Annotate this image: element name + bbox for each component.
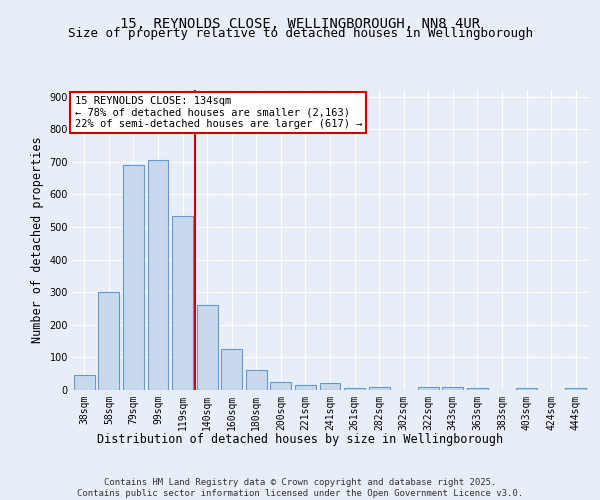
Bar — [295, 385, 316, 390]
Bar — [148, 160, 169, 390]
Bar — [368, 386, 389, 390]
Text: 15, REYNOLDS CLOSE, WELLINGBOROUGH, NN8 4UR: 15, REYNOLDS CLOSE, WELLINGBOROUGH, NN8 … — [120, 18, 480, 32]
Text: Size of property relative to detached houses in Wellingborough: Size of property relative to detached ho… — [67, 28, 533, 40]
Bar — [271, 382, 292, 390]
Y-axis label: Number of detached properties: Number of detached properties — [31, 136, 44, 344]
Bar — [172, 216, 193, 390]
Bar — [442, 388, 463, 390]
Bar — [246, 370, 267, 390]
Bar — [221, 349, 242, 390]
Text: Distribution of detached houses by size in Wellingborough: Distribution of detached houses by size … — [97, 432, 503, 446]
Bar — [418, 386, 439, 390]
Bar — [123, 165, 144, 390]
Text: Contains HM Land Registry data © Crown copyright and database right 2025.
Contai: Contains HM Land Registry data © Crown c… — [77, 478, 523, 498]
Bar — [320, 384, 340, 390]
Bar — [98, 292, 119, 390]
Bar — [565, 388, 586, 390]
Bar — [197, 305, 218, 390]
Bar — [467, 388, 488, 390]
Bar — [74, 376, 95, 390]
Text: 15 REYNOLDS CLOSE: 134sqm
← 78% of detached houses are smaller (2,163)
22% of se: 15 REYNOLDS CLOSE: 134sqm ← 78% of detac… — [74, 96, 362, 129]
Bar — [344, 388, 365, 390]
Bar — [516, 388, 537, 390]
